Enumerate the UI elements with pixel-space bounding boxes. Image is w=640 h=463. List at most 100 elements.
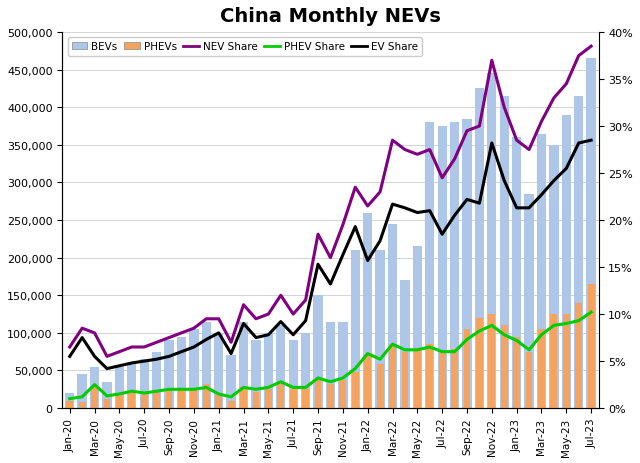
- Bar: [500, 97, 509, 408]
- Bar: [153, 392, 160, 408]
- EV Share: [550, 178, 557, 184]
- Bar: [102, 382, 111, 408]
- Bar: [588, 284, 595, 408]
- PHEV Share: [388, 342, 396, 347]
- PHEV Share: [575, 318, 582, 324]
- Line: EV Share: EV Share: [70, 141, 591, 369]
- NEV Share: [91, 331, 99, 336]
- EV Share: [364, 258, 371, 264]
- Bar: [276, 325, 285, 408]
- PHEV Share: [401, 347, 409, 353]
- Bar: [91, 386, 98, 408]
- Bar: [79, 402, 86, 408]
- Bar: [476, 318, 483, 408]
- Bar: [253, 392, 259, 408]
- EV Share: [575, 141, 582, 146]
- Bar: [475, 89, 484, 408]
- EV Share: [252, 335, 260, 341]
- Bar: [166, 389, 172, 408]
- Bar: [104, 399, 110, 408]
- NEV Share: [165, 335, 173, 341]
- EV Share: [376, 238, 384, 244]
- NEV Share: [289, 312, 297, 317]
- Bar: [191, 388, 197, 408]
- Bar: [414, 348, 420, 408]
- NEV Share: [513, 138, 520, 144]
- NEV Share: [66, 344, 74, 350]
- NEV Share: [178, 331, 186, 336]
- PHEV Share: [351, 366, 359, 372]
- EV Share: [488, 141, 495, 146]
- EV Share: [202, 337, 210, 343]
- PHEV Share: [153, 388, 161, 394]
- NEV Share: [500, 105, 508, 111]
- NEV Share: [103, 354, 111, 359]
- NEV Share: [413, 152, 421, 158]
- EV Share: [302, 318, 310, 324]
- Bar: [525, 352, 532, 408]
- Bar: [252, 341, 260, 408]
- PHEV Share: [289, 385, 297, 390]
- NEV Share: [339, 223, 347, 228]
- PHEV Share: [538, 332, 545, 338]
- EV Share: [413, 210, 421, 216]
- Bar: [301, 333, 310, 408]
- EV Share: [66, 354, 74, 359]
- Bar: [400, 281, 410, 408]
- Bar: [352, 372, 358, 408]
- PHEV Share: [463, 337, 471, 343]
- EV Share: [264, 332, 272, 338]
- PHEV Share: [264, 385, 272, 390]
- EV Share: [165, 354, 173, 359]
- Legend: BEVs, PHEVs, NEV Share, PHEV Share, EV Share: BEVs, PHEVs, NEV Share, PHEV Share, EV S…: [67, 38, 422, 56]
- EV Share: [339, 252, 347, 258]
- NEV Share: [588, 44, 595, 50]
- PHEV Share: [140, 390, 148, 396]
- EV Share: [91, 354, 99, 359]
- NEV Share: [476, 124, 483, 130]
- Bar: [377, 365, 383, 408]
- NEV Share: [128, 344, 136, 350]
- Bar: [563, 314, 570, 408]
- Bar: [575, 303, 582, 408]
- PHEV Share: [476, 329, 483, 334]
- PHEV Share: [78, 394, 86, 400]
- Bar: [425, 123, 435, 408]
- EV Share: [401, 206, 409, 211]
- PHEV Share: [488, 323, 495, 328]
- Bar: [338, 322, 348, 408]
- Bar: [314, 296, 323, 408]
- EV Share: [525, 206, 533, 211]
- NEV Share: [388, 138, 396, 144]
- Bar: [265, 389, 272, 408]
- NEV Share: [202, 316, 210, 322]
- Bar: [202, 322, 211, 408]
- Bar: [239, 322, 248, 408]
- NEV Share: [215, 316, 223, 322]
- Bar: [227, 356, 236, 408]
- Bar: [549, 145, 559, 408]
- EV Share: [227, 351, 235, 357]
- PHEV Share: [413, 347, 421, 353]
- NEV Share: [575, 54, 582, 59]
- Bar: [178, 388, 185, 408]
- Bar: [315, 380, 321, 408]
- Bar: [574, 97, 584, 408]
- Bar: [501, 325, 508, 408]
- EV Share: [277, 319, 285, 325]
- NEV Share: [525, 147, 533, 153]
- Bar: [140, 359, 149, 408]
- PHEV Share: [314, 375, 322, 381]
- Bar: [513, 337, 520, 408]
- NEV Share: [153, 340, 161, 345]
- PHEV Share: [252, 387, 260, 392]
- PHEV Share: [277, 379, 285, 385]
- Bar: [451, 350, 458, 408]
- PHEV Share: [588, 310, 595, 315]
- Bar: [389, 344, 396, 408]
- PHEV Share: [339, 375, 347, 381]
- Bar: [376, 250, 385, 408]
- Bar: [339, 380, 346, 408]
- Bar: [562, 116, 571, 408]
- NEV Share: [140, 344, 148, 350]
